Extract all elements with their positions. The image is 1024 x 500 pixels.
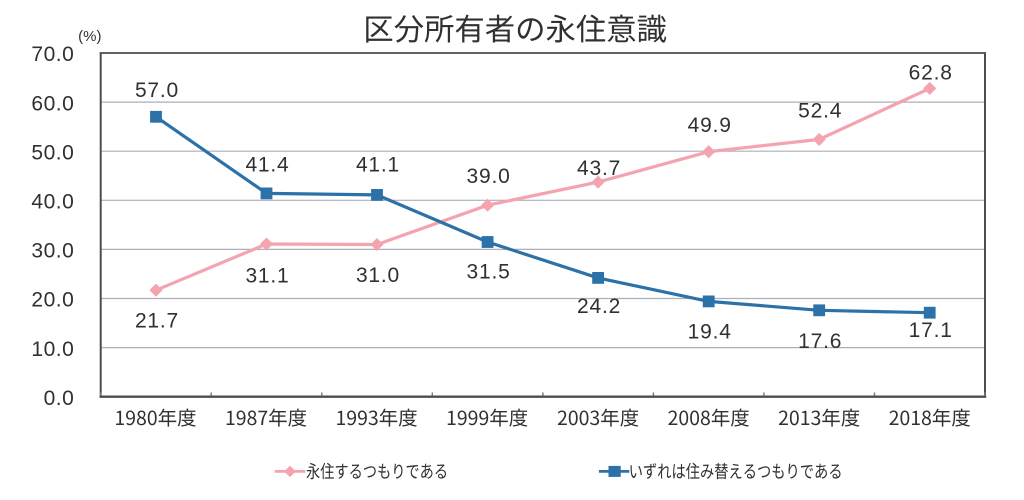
svg-text:43.7: 43.7: [577, 157, 621, 180]
svg-text:41.1: 41.1: [356, 154, 400, 177]
svg-text:10.0: 10.0: [31, 338, 74, 361]
svg-text:41.4: 41.4: [245, 154, 289, 177]
svg-text:39.0: 39.0: [467, 165, 511, 188]
svg-text:17.1: 17.1: [909, 319, 953, 342]
svg-text:70.0: 70.0: [31, 43, 74, 66]
svg-text:62.8: 62.8: [909, 62, 953, 85]
svg-text:30.0: 30.0: [31, 240, 74, 263]
svg-text:0.0: 0.0: [44, 387, 75, 410]
svg-text:60.0: 60.0: [31, 92, 74, 115]
svg-text:24.2: 24.2: [577, 295, 621, 318]
svg-text:31.1: 31.1: [245, 264, 289, 287]
svg-text:50.0: 50.0: [31, 141, 74, 164]
svg-text:40.0: 40.0: [31, 191, 74, 214]
svg-text:20.0: 20.0: [31, 289, 74, 312]
svg-text:52.4: 52.4: [798, 100, 842, 123]
svg-text:19.4: 19.4: [688, 321, 732, 344]
svg-text:31.0: 31.0: [356, 264, 400, 287]
svg-text:17.6: 17.6: [798, 330, 842, 353]
svg-text:21.7: 21.7: [135, 310, 179, 333]
svg-text:49.9: 49.9: [688, 114, 732, 137]
svg-text:57.0: 57.0: [135, 79, 179, 102]
svg-text:31.5: 31.5: [467, 260, 511, 283]
svg-text:(%): (%): [78, 28, 101, 45]
